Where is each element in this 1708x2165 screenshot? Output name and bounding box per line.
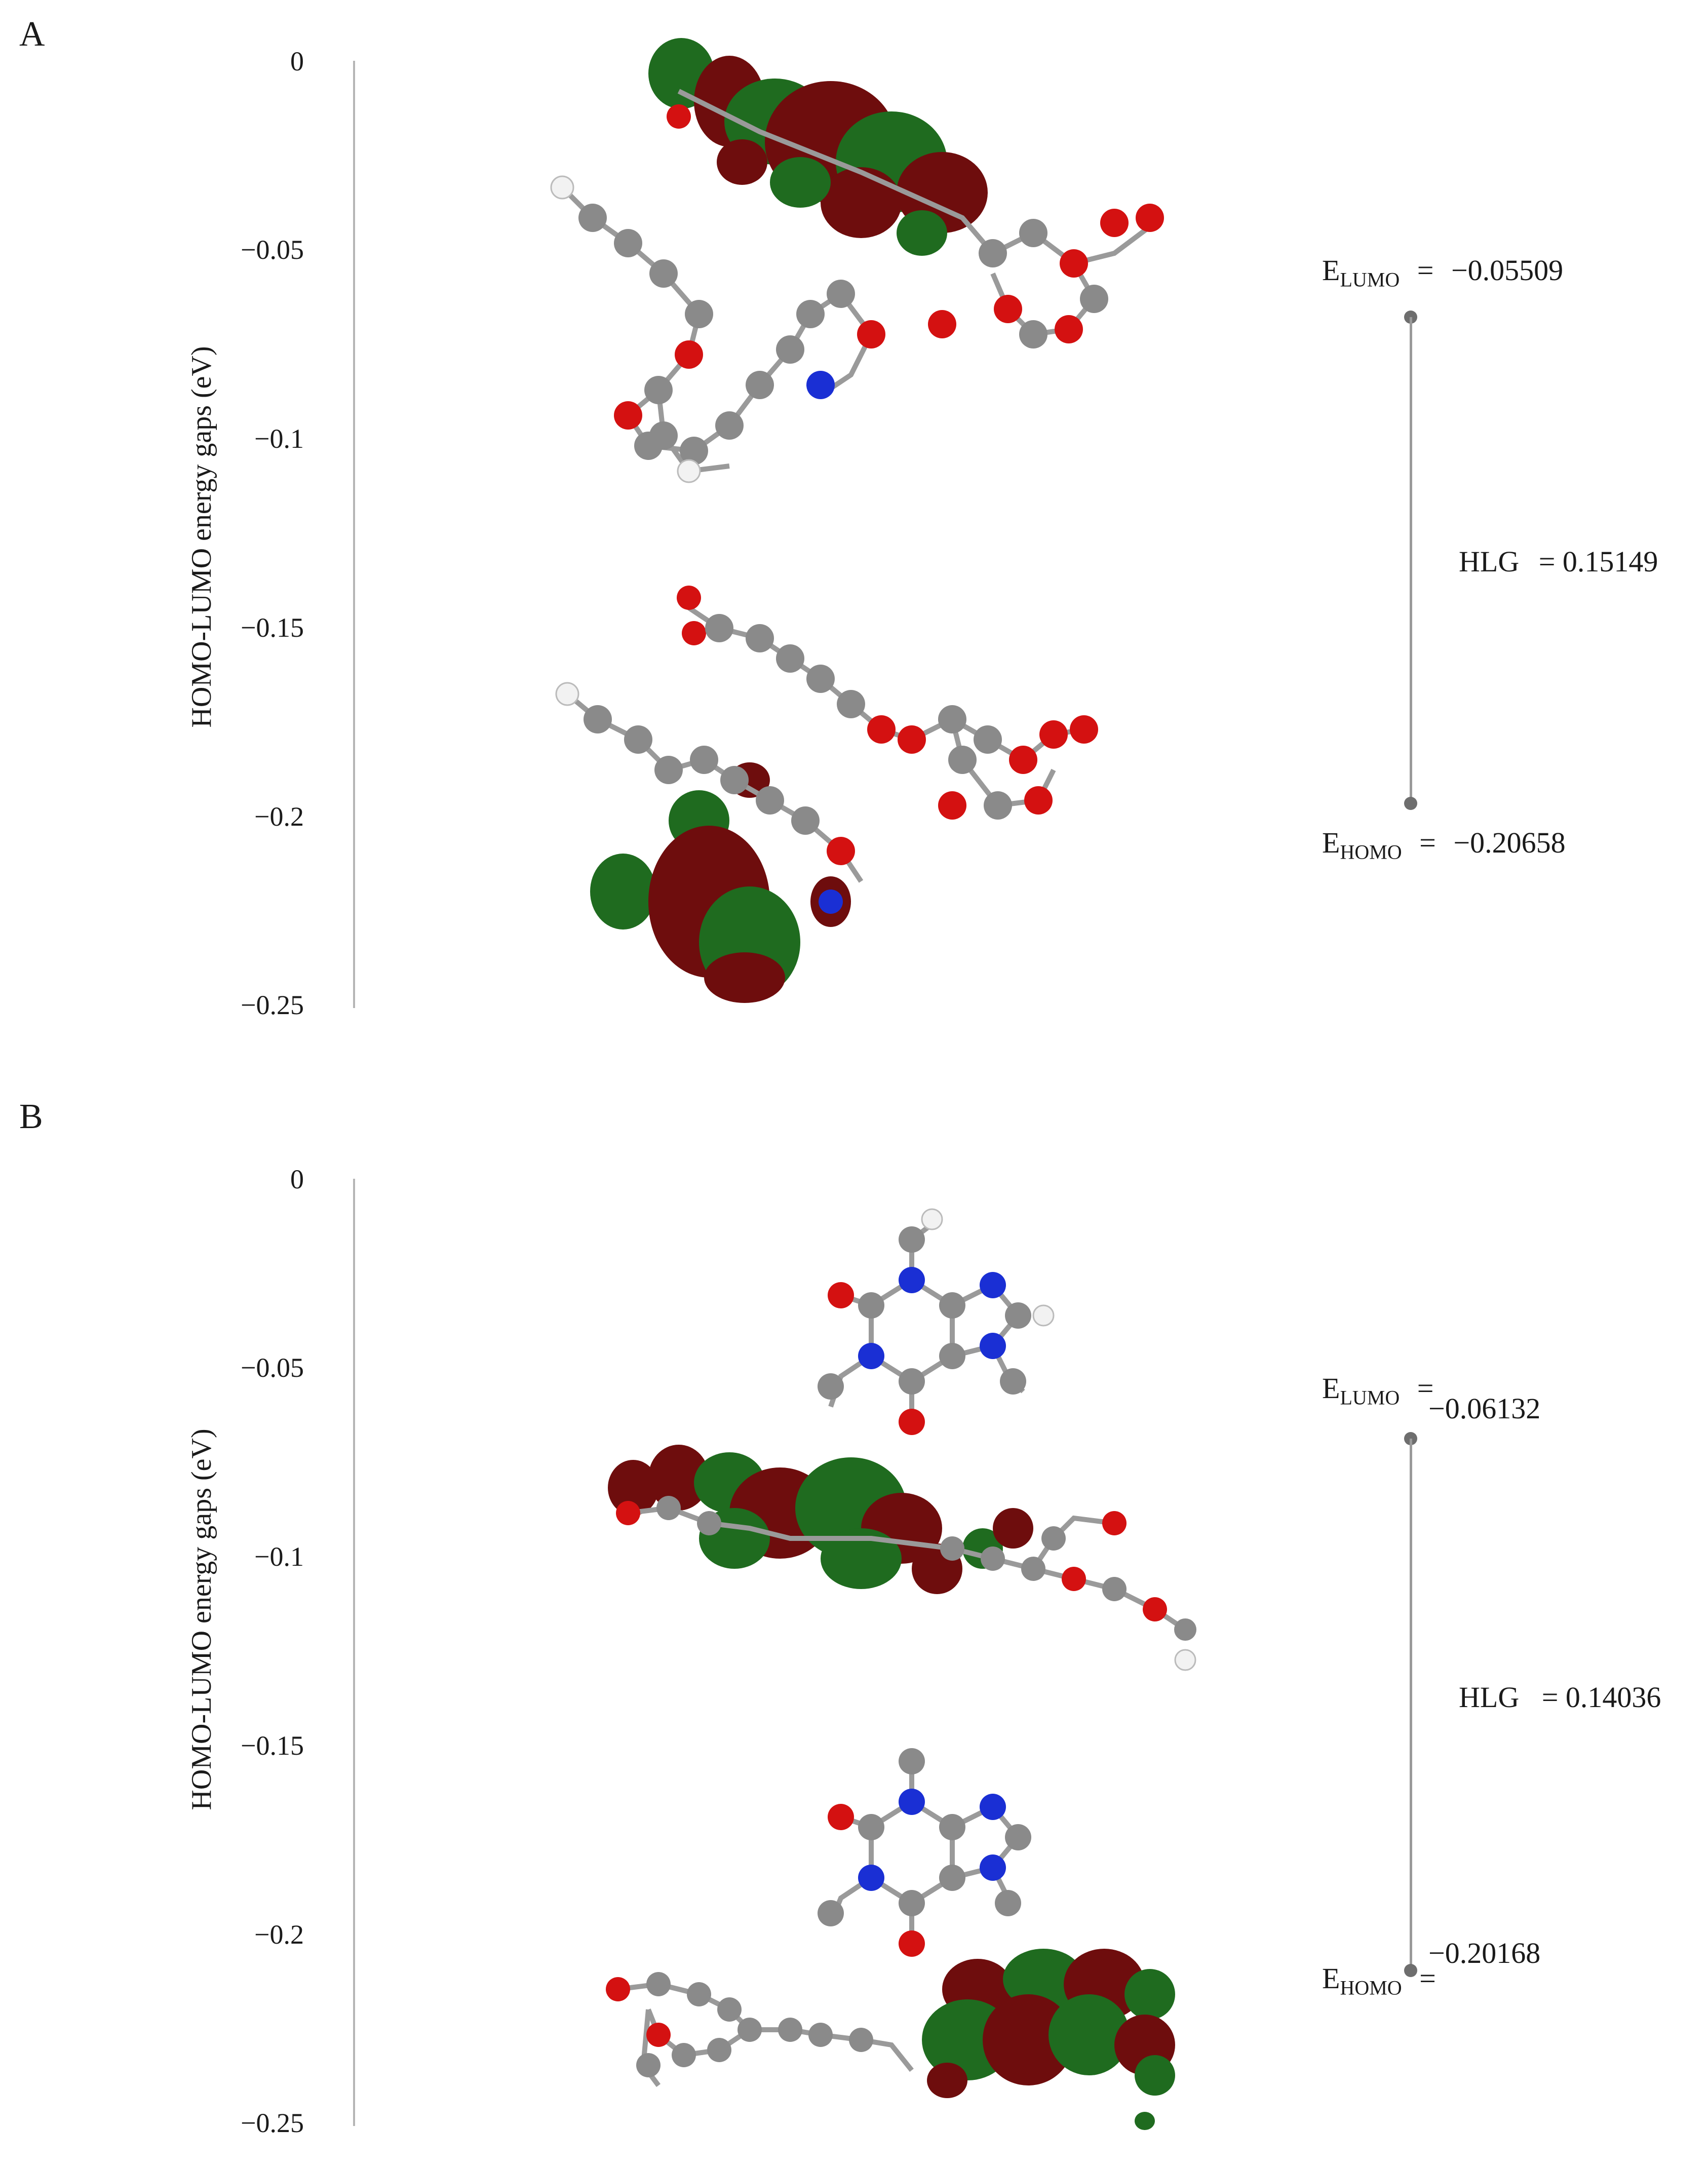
y-tick-label: 0 bbox=[290, 46, 304, 76]
molecular-orbital-renderings bbox=[606, 1208, 1196, 2130]
lumo-energy-label: ELUMO = bbox=[1322, 1372, 1434, 1409]
homo-atoms bbox=[555, 586, 1098, 914]
homo-energy-label: EHOMO = bbox=[1322, 1962, 1436, 1999]
y-tick-label: −0.2 bbox=[254, 1919, 304, 1950]
hlg-label: HLG = 0.15149 bbox=[1459, 545, 1658, 578]
panel-letter: B bbox=[19, 1097, 43, 1136]
homo-caffeine-atoms bbox=[818, 1748, 1031, 1957]
hlg-label: HLG = 0.14036 bbox=[1459, 1681, 1661, 1714]
lumo-atoms bbox=[616, 1496, 1196, 1671]
homo-energy-label: EHOMO = −0.20658 bbox=[1322, 826, 1566, 864]
homo-level-marker bbox=[1404, 797, 1417, 810]
lumo-energy-value: −0.06132 bbox=[1428, 1392, 1541, 1425]
lumo-orbital-lobes bbox=[608, 1445, 1033, 1594]
lumo-molecule-skeleton bbox=[628, 1505, 1187, 1632]
energy-gap-bar bbox=[1410, 317, 1412, 803]
y-tick-label: −0.05 bbox=[241, 1352, 304, 1383]
molecular-orbital-renderings bbox=[550, 38, 1164, 1003]
y-tick-label: −0.25 bbox=[241, 990, 304, 1020]
y-tick-label: −0.25 bbox=[241, 2108, 304, 2138]
lumo-atoms bbox=[550, 104, 1164, 483]
y-tick-label: −0.05 bbox=[241, 235, 304, 265]
panel-letter: A bbox=[19, 15, 45, 54]
y-axis-line bbox=[353, 61, 355, 1008]
energy-gap-bar bbox=[1410, 1439, 1412, 1970]
homo-orbital-lobes bbox=[590, 762, 851, 1003]
homo-level-marker bbox=[1404, 1964, 1417, 1977]
lumo-caffeine-skeleton bbox=[828, 1222, 1025, 1417]
y-tick-label: −0.1 bbox=[254, 1541, 304, 1572]
y-tick-label: −0.2 bbox=[254, 801, 304, 832]
homo-energy-value: −0.20168 bbox=[1428, 1937, 1541, 1969]
y-axis-line bbox=[353, 1179, 355, 2126]
homo-orbital-lobes bbox=[922, 1949, 1175, 2130]
panel-a: A HOMO-LUMO energy gaps (eV) 0 −0.05 −0.… bbox=[0, 0, 1708, 1082]
lumo-caffeine-atoms bbox=[818, 1208, 1055, 1435]
homo-atoms bbox=[606, 1972, 873, 2077]
y-tick-label: 0 bbox=[290, 1164, 304, 1194]
y-tick-label: −0.15 bbox=[241, 612, 304, 643]
panel-b: B HOMO-LUMO energy gaps (eV) 0 −0.05 −0.… bbox=[0, 1082, 1708, 2165]
y-tick-label: −0.1 bbox=[254, 423, 304, 454]
y-tick-label: −0.15 bbox=[241, 1730, 304, 1761]
lumo-orbital-lobes bbox=[648, 38, 988, 256]
homo-caffeine-skeleton bbox=[828, 1761, 1022, 1939]
lumo-energy-label: ELUMO = −0.05509 bbox=[1322, 254, 1564, 291]
